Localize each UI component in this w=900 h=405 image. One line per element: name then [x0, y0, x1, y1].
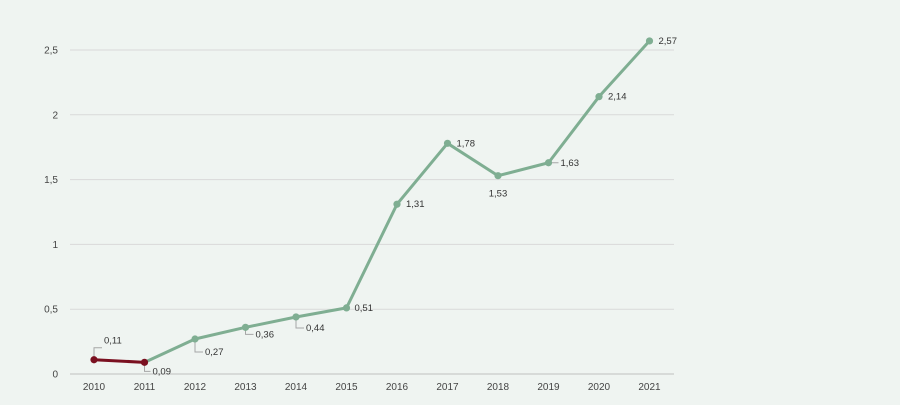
- highlight-data-point: [90, 356, 98, 364]
- label-leader-line: [245, 330, 254, 335]
- data-point: [191, 335, 199, 343]
- series-line-segment: [395, 141, 449, 206]
- y-tick-label: 1,5: [44, 175, 58, 186]
- data-label: 0,11: [104, 336, 122, 347]
- gridlines: [70, 49, 674, 375]
- data-labels: 0,11 0,09 0,27 0,36 0,44 0,51 1,31 1,78 1,53 1,63…: [104, 36, 677, 377]
- series-line-segment: [244, 315, 298, 329]
- y-axis-ticks: 0 0,5 1 1,5 2 2,5: [44, 46, 58, 381]
- x-tick-label: 2013: [234, 382, 257, 393]
- data-label: 0,51: [355, 303, 374, 314]
- data-label: 0,09: [153, 366, 172, 377]
- label-leader-line: [295, 319, 304, 329]
- highlight-data-point: [140, 358, 149, 366]
- data-point: [241, 323, 250, 331]
- data-point: [443, 139, 452, 147]
- x-tick-label: 2011: [134, 382, 156, 393]
- data-point: [544, 159, 553, 167]
- series-line-segment: [547, 95, 601, 165]
- data-point: [494, 172, 502, 180]
- x-tick-label: 2012: [184, 382, 207, 393]
- data-label: 1,78: [457, 138, 476, 149]
- x-tick-label: 2010: [83, 382, 106, 393]
- data-point: [342, 304, 351, 312]
- data-points: [90, 37, 654, 366]
- x-tick-label: 2015: [335, 382, 358, 393]
- x-axis-ticks: 2010 2011 2012 2013 2014 2015 2016 2017 2018 2019…: [83, 382, 661, 393]
- data-point: [393, 200, 401, 208]
- highlight-line-segment: [92, 358, 146, 364]
- data-label: 1,63: [561, 158, 580, 169]
- label-leader-line: [144, 365, 151, 372]
- series-line-segment: [345, 202, 399, 310]
- series-line-segment: [143, 337, 197, 364]
- x-tick-label: 2016: [386, 382, 409, 393]
- data-label: 0,44: [306, 323, 325, 334]
- data-label: 1,53: [489, 189, 508, 200]
- x-tick-label: 2018: [487, 382, 510, 393]
- x-tick-label: 2021: [638, 382, 661, 393]
- series-line-segment: [446, 141, 500, 178]
- label-leaders: [93, 162, 559, 372]
- data-label: 0,36: [256, 329, 275, 340]
- data-label: 1,31: [406, 199, 425, 210]
- series-line-segment: [294, 306, 348, 319]
- data-label: 2,57: [659, 36, 678, 47]
- y-tick-label: 0,5: [44, 305, 58, 316]
- x-tick-label: 2020: [588, 382, 611, 393]
- series-line-segment: [193, 325, 247, 341]
- x-tick-label: 2019: [537, 382, 560, 393]
- series-line-segment: [496, 161, 550, 178]
- y-tick-label: 2: [52, 110, 58, 121]
- y-tick-label: 2,5: [44, 46, 58, 57]
- label-leader-line: [194, 342, 203, 353]
- data-point: [645, 37, 654, 45]
- data-point: [292, 313, 300, 321]
- series-line-segment: [597, 39, 651, 99]
- x-tick-label: 2014: [285, 382, 308, 393]
- data-label: 0,27: [205, 347, 224, 358]
- label-leader-line: [93, 347, 102, 357]
- data-point: [595, 93, 603, 101]
- y-tick-label: 1: [52, 240, 58, 251]
- data-label: 2,14: [608, 92, 627, 103]
- y-tick-label: 0: [52, 370, 58, 381]
- x-tick-label: 2017: [436, 382, 459, 393]
- series-lines: [92, 39, 651, 364]
